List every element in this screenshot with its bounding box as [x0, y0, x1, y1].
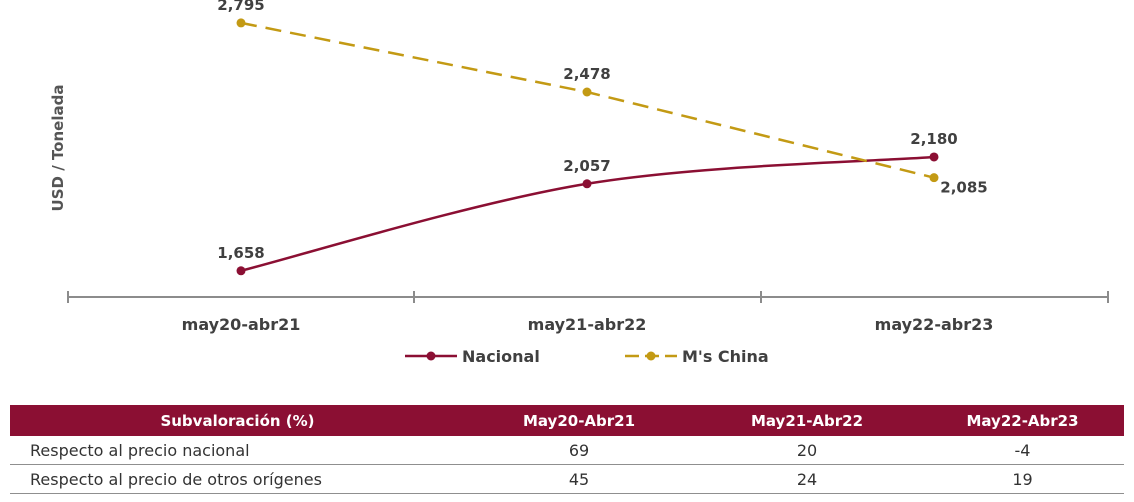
- series-layer: 1,658 2,057 2,180 2,795 2,478 2,085: [217, 0, 988, 276]
- x-tick-label: may21-abr22: [528, 315, 647, 334]
- data-point: [236, 18, 246, 28]
- legend-label: Nacional: [462, 347, 540, 366]
- y-axis-label: USD / Tonelada: [49, 85, 67, 212]
- x-tick-label: may22-abr23: [875, 315, 994, 334]
- table-header-cell: May22-Abr23: [921, 405, 1124, 436]
- table-row: Respecto al precio nacional 69 20 -4: [10, 436, 1124, 465]
- data-label: 2,795: [217, 0, 264, 14]
- data-point: [929, 173, 939, 183]
- table-header-cell: Subvaloración (%): [10, 405, 465, 436]
- series-line: [240, 21, 935, 179]
- data-point: [582, 179, 592, 189]
- data-label: 2,057: [563, 157, 610, 175]
- table-cell: 69: [465, 436, 693, 465]
- x-axis: [67, 291, 1109, 303]
- legend: Nacional M's China: [405, 347, 769, 366]
- data-label: 2,478: [563, 65, 610, 83]
- data-point: [236, 266, 246, 276]
- table-cell: -4: [921, 436, 1124, 465]
- subvaloracion-table: Subvaloración (%) May20-Abr21 May21-Abr2…: [10, 405, 1124, 494]
- data-label: 1,658: [217, 244, 264, 262]
- table-header-row: Subvaloración (%) May20-Abr21 May21-Abr2…: [10, 405, 1124, 436]
- x-tick-label: may20-abr21: [182, 315, 301, 334]
- table-cell: 45: [465, 464, 693, 494]
- table-cell: 20: [693, 436, 921, 465]
- data-point: [582, 87, 592, 97]
- line-chart: USD / Tonelada may20-abr21 may21-abr22 may…: [49, 0, 1109, 366]
- legend-item: M's China: [625, 347, 769, 366]
- table-header-cell: May21-Abr22: [693, 405, 921, 436]
- data-label: 2,085: [940, 179, 987, 197]
- legend-marker: [646, 351, 656, 361]
- table-cell: 24: [693, 464, 921, 494]
- table-cell: 19: [921, 464, 1124, 494]
- table-row: Respecto al precio de otros orígenes 45 …: [10, 464, 1124, 494]
- x-tick-labels: may20-abr21 may21-abr22 may22-abr23: [182, 315, 994, 334]
- legend-marker: [426, 351, 436, 361]
- table-row-label: Respecto al precio nacional: [10, 436, 465, 465]
- legend-item: Nacional: [405, 347, 540, 366]
- legend-label: M's China: [682, 347, 769, 366]
- table-row-label: Respecto al precio de otros orígenes: [10, 464, 465, 494]
- data-label: 2,180: [910, 130, 957, 148]
- series-ms-china: 2,795 2,478 2,085: [217, 0, 987, 197]
- table-header-cell: May20-Abr21: [465, 405, 693, 436]
- data-point: [929, 152, 939, 162]
- series-nacional: 1,658 2,057 2,180: [217, 130, 958, 276]
